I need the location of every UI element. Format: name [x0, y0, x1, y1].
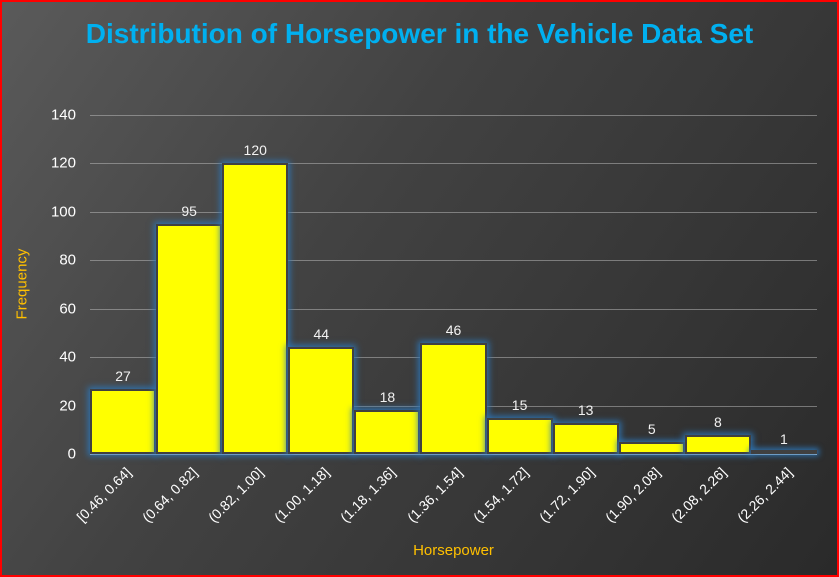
bar-1[interactable] [156, 223, 223, 454]
y-tick-label-100: 100 [50, 203, 76, 221]
bar-8[interactable] [618, 441, 685, 454]
gridline-100 [90, 211, 817, 213]
data-label-10: 1 [780, 430, 788, 447]
bar-7[interactable] [552, 422, 619, 454]
y-tick-label-40: 40 [59, 348, 76, 366]
chart-title: Distribution of Horsepower in the Vehicl… [85, 18, 754, 49]
y-tick-label-60: 60 [59, 300, 76, 318]
data-label-5: 46 [445, 321, 462, 338]
data-label-0: 27 [115, 367, 131, 384]
y-tick-label-20: 20 [59, 397, 76, 415]
bar-5[interactable] [420, 342, 487, 454]
bar-3[interactable] [288, 347, 355, 454]
y-tick-label-0: 0 [67, 445, 76, 463]
data-label-2: 120 [243, 142, 267, 159]
bar-4[interactable] [354, 410, 421, 454]
data-label-7: 13 [577, 401, 594, 418]
bar-6[interactable] [486, 417, 553, 454]
x-axis-tick-labels: [0.46, 0.64] (0.64, 0.82] (0.82, 1.00] (1.0… [74, 454, 817, 546]
data-label-4: 18 [379, 389, 396, 406]
data-label-9: 8 [713, 413, 722, 430]
y-tick-label-140: 140 [50, 106, 76, 124]
plot-area: 27 95 120 44 18 46 15 13 5 8 1 [90, 115, 817, 455]
bar-10[interactable] [750, 450, 817, 454]
data-label-1: 95 [181, 202, 197, 219]
gridline-80 [90, 260, 817, 262]
bar-0[interactable] [90, 388, 157, 454]
gridline-60 [90, 308, 817, 310]
data-label-6: 15 [511, 396, 528, 413]
x-tick-label-10: (2.26, 2.44] [733, 464, 796, 526]
gridline-120 [90, 163, 817, 165]
data-label-3: 44 [313, 326, 330, 343]
data-label-8: 5 [647, 420, 656, 437]
bar-9[interactable] [684, 434, 751, 454]
gridline-140 [90, 115, 817, 116]
x-axis-title: Horsepower [413, 542, 494, 559]
bar-2[interactable] [222, 163, 289, 454]
y-tick-label-80: 80 [59, 251, 76, 269]
y-tick-label-120: 120 [50, 154, 76, 172]
y-axis-tick-labels: 0 20 40 60 80 100 120 140 [2, 107, 84, 463]
gridline-0 [90, 454, 817, 455]
